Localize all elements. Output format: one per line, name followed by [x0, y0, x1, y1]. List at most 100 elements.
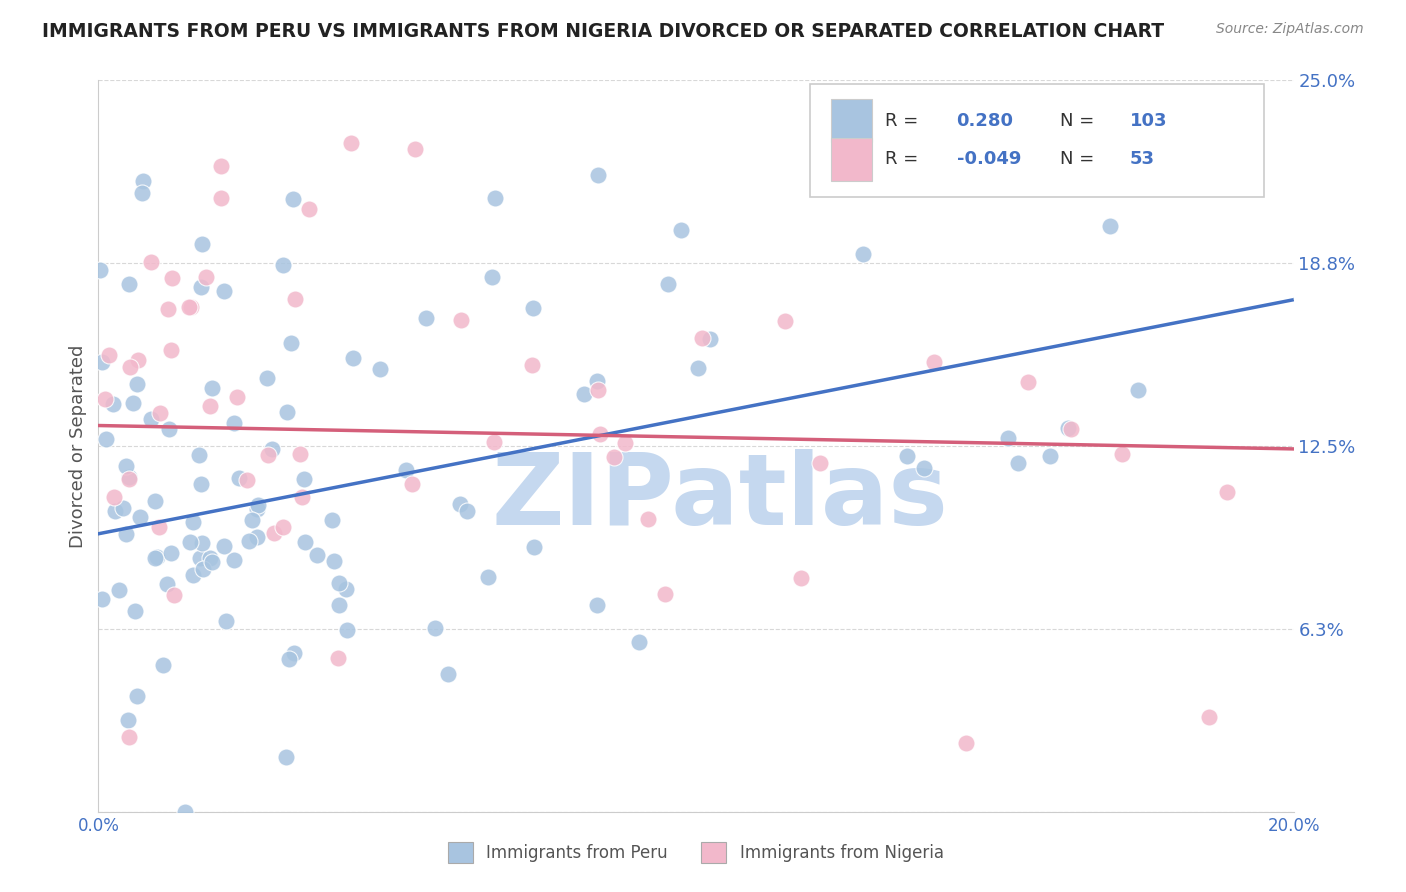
Point — [149, 406, 172, 420]
Point — [328, 598, 350, 612]
Point — [156, 576, 179, 591]
FancyBboxPatch shape — [831, 99, 872, 142]
Point — [111, 500, 134, 515]
Point — [148, 520, 170, 534]
Point — [297, 202, 319, 216]
Point — [201, 555, 224, 569]
Point — [179, 300, 201, 314]
Point — [125, 689, 148, 703]
Point — [520, 358, 543, 372]
Point — [574, 387, 596, 401]
Point — [1126, 384, 1149, 398]
Point — [131, 186, 153, 201]
Point — [118, 469, 141, 483]
Point — [146, 550, 169, 565]
Point — [263, 526, 285, 541]
Point — [415, 310, 437, 325]
Point — [180, 300, 202, 314]
Point — [236, 473, 259, 487]
Text: ZIPatlas: ZIPatlas — [492, 449, 948, 546]
Point — [190, 476, 212, 491]
Point — [104, 504, 127, 518]
Text: IMMIGRANTS FROM PERU VS IMMIGRANTS FROM NIGERIA DIVORCED OR SEPARATED CORRELATIO: IMMIGRANTS FROM PERU VS IMMIGRANTS FROM … — [42, 22, 1164, 41]
Point — [340, 136, 363, 150]
Point — [118, 277, 141, 291]
Point — [281, 192, 304, 206]
Point — [129, 509, 152, 524]
Point — [294, 535, 316, 549]
Point — [370, 361, 392, 376]
Point — [125, 376, 148, 391]
Point — [699, 332, 721, 346]
Point — [307, 548, 329, 562]
Point — [160, 271, 183, 285]
Point — [997, 431, 1019, 445]
Point — [773, 314, 796, 328]
Point — [107, 582, 129, 597]
Point — [127, 353, 149, 368]
Point — [132, 174, 155, 188]
Point — [274, 750, 297, 764]
Text: 0.280: 0.280 — [956, 112, 1014, 129]
Point — [181, 515, 204, 529]
Point — [188, 550, 211, 565]
Point — [284, 293, 307, 307]
Point — [456, 503, 478, 517]
Point — [481, 270, 503, 285]
Point — [1059, 422, 1081, 436]
Point — [1090, 100, 1112, 114]
Point — [121, 396, 143, 410]
Point — [586, 168, 609, 182]
Point — [808, 456, 831, 470]
Point — [586, 598, 609, 612]
Point — [395, 463, 418, 477]
Point — [118, 472, 141, 486]
Text: R =: R = — [884, 150, 918, 169]
Point — [222, 553, 245, 567]
Point — [276, 405, 298, 419]
Point — [477, 570, 499, 584]
Point — [256, 449, 278, 463]
Point — [522, 301, 544, 315]
Point — [191, 535, 214, 549]
Point — [201, 382, 224, 396]
Point — [290, 447, 312, 461]
Text: 103: 103 — [1130, 112, 1167, 129]
Text: Source: ZipAtlas.com: Source: ZipAtlas.com — [1216, 22, 1364, 37]
Point — [1216, 485, 1239, 500]
Point — [326, 651, 349, 665]
Point — [115, 458, 138, 473]
Point — [404, 142, 426, 156]
Point — [238, 534, 260, 549]
Point — [103, 490, 125, 504]
Point — [157, 302, 180, 317]
Point — [212, 284, 235, 298]
Point — [209, 191, 232, 205]
Point — [425, 621, 447, 635]
Point — [342, 351, 364, 365]
Point — [94, 392, 117, 407]
Point — [262, 442, 284, 457]
Point — [654, 587, 676, 601]
Point — [157, 422, 180, 436]
Point — [96, 432, 118, 446]
Point — [98, 348, 121, 362]
Point — [852, 247, 875, 261]
Point — [637, 512, 659, 526]
Point — [198, 551, 221, 566]
Point — [912, 461, 935, 475]
Point — [614, 436, 637, 450]
Point — [291, 490, 314, 504]
Point — [896, 450, 918, 464]
Point — [246, 530, 269, 544]
Point — [228, 471, 250, 485]
Point — [103, 397, 125, 411]
Point — [335, 582, 357, 596]
Y-axis label: Divorced or Separated: Divorced or Separated — [69, 344, 87, 548]
Point — [179, 535, 201, 549]
Point — [283, 646, 305, 660]
Point — [195, 270, 218, 285]
Point — [450, 313, 472, 327]
Point — [322, 553, 344, 567]
Point — [523, 540, 546, 554]
